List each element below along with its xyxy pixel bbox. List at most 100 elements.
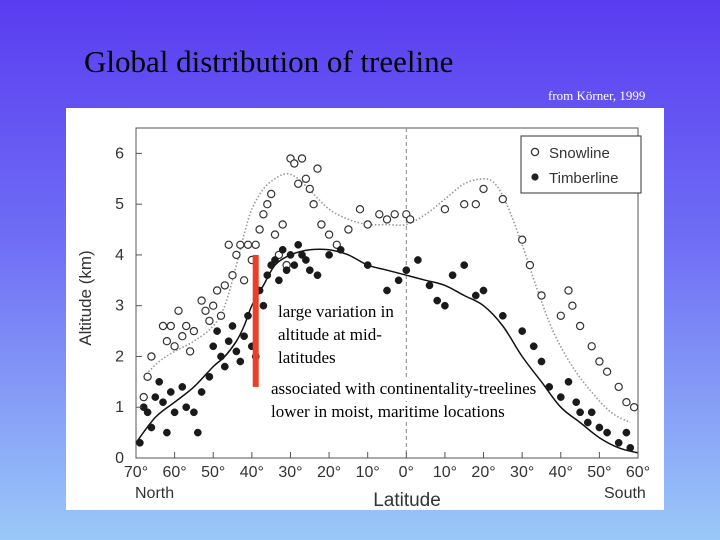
snowline-point <box>243 240 253 249</box>
y-tick-label: 2 <box>115 348 124 365</box>
annotation-continentality: associated with continentality-treelines… <box>271 377 551 423</box>
y-tick-label: 1 <box>115 399 124 416</box>
y-tick-label: 4 <box>115 247 124 264</box>
snowline-point <box>236 240 245 249</box>
snowline-point <box>201 306 210 315</box>
snowline-point <box>587 342 596 351</box>
timberline-point <box>325 251 333 259</box>
annotation-mid-latitudes: large variation in altitude at mid-latit… <box>278 300 428 369</box>
x-tick-label: 70° <box>124 464 148 481</box>
timberline-point <box>460 261 469 269</box>
timberline-point <box>275 276 283 285</box>
highlight-bar <box>252 254 259 387</box>
x-end-label-south: South <box>604 485 646 502</box>
timberline-point <box>545 383 554 391</box>
snowline-point <box>166 321 176 331</box>
source-note: from Körner, 1999 <box>548 88 646 103</box>
timberline-point <box>402 266 411 275</box>
snowline-point <box>255 225 264 234</box>
snowline-point <box>614 382 623 392</box>
timberline-point <box>193 428 202 437</box>
snowline-point <box>305 184 314 194</box>
timberline-point <box>236 357 245 366</box>
timberline-point <box>433 296 442 305</box>
timberline-point <box>564 377 573 386</box>
x-tick-label: 50° <box>201 464 225 481</box>
snowline-point <box>406 215 415 224</box>
timberline-point <box>294 240 303 249</box>
timberline-point <box>220 362 229 371</box>
timberline-point <box>448 271 457 280</box>
x-tick-label: 10° <box>433 464 457 481</box>
snowline-point <box>270 230 280 239</box>
snowline-point <box>197 296 206 305</box>
snowline-point <box>297 154 307 163</box>
timberline-point <box>518 327 527 335</box>
timberline-point <box>282 266 291 275</box>
x-tick-label: 50° <box>587 464 611 481</box>
timberline-point <box>336 245 345 254</box>
timberline-point <box>228 322 237 330</box>
timberline-point <box>170 408 179 417</box>
snowline-curve <box>143 172 631 424</box>
snowline-point <box>208 301 218 310</box>
snowline-point <box>212 286 222 295</box>
timberline-point <box>163 428 171 437</box>
snowline-point <box>174 306 183 315</box>
timberline-point <box>178 383 187 391</box>
timberline-point <box>595 423 604 432</box>
snowline-point <box>440 204 450 214</box>
snowline-point <box>344 225 353 234</box>
legend-timberline-marker <box>531 173 539 181</box>
timberline-point <box>572 398 581 407</box>
timberline-point <box>197 388 206 396</box>
snowline-point <box>518 235 527 244</box>
snowline-point <box>224 240 233 249</box>
snowline-point <box>301 174 311 184</box>
legend-timberline-label: Timberline <box>549 170 618 187</box>
timberline-point <box>425 281 434 290</box>
x-tick-label: 20° <box>317 464 341 481</box>
axis-ticks: 0 1 2 3 4 5 6 70° 60° 50° 40° 30° 20° 10° 0° 10° 20° 30° 4… <box>115 145 650 481</box>
timberline-point <box>383 286 391 295</box>
timberline-point <box>286 251 295 259</box>
snowline-point <box>228 270 237 280</box>
snowline-point <box>162 336 172 346</box>
snowline-point <box>251 240 260 249</box>
timberline-point <box>259 301 268 310</box>
timberline-point <box>159 398 167 407</box>
snowline-point <box>575 321 585 331</box>
timberline-point <box>136 438 144 447</box>
chart-panel: 0 1 2 3 4 5 6 70° 60° 50° 40° 30° 20° 10° 0° 10° 20° 30° 4… <box>66 108 664 510</box>
timberline-point <box>414 256 422 264</box>
timberline-point <box>271 256 279 264</box>
timberline-point <box>587 408 596 417</box>
x-tick-label: 0° <box>399 464 414 481</box>
timberline-point <box>209 342 218 351</box>
snowline-point <box>293 179 303 189</box>
timberline-point <box>244 311 252 320</box>
timberline-point <box>155 377 164 386</box>
snowline-point <box>355 204 365 214</box>
snowline-point <box>189 326 199 336</box>
timberline-point <box>205 372 214 381</box>
timberline-point <box>224 337 233 346</box>
snowline-point <box>266 189 276 199</box>
x-tick-label: 20° <box>471 464 495 481</box>
snowline-point <box>471 199 480 209</box>
snowline-point <box>185 347 195 356</box>
snowline-point <box>479 184 488 194</box>
timberline-point <box>441 301 449 310</box>
timberline-point <box>471 291 480 300</box>
timberline-point <box>267 261 276 269</box>
timberline-point <box>298 251 306 259</box>
timberline-point <box>614 438 623 447</box>
timberline-point <box>151 393 160 401</box>
timberline-point <box>213 327 221 335</box>
snowline-point <box>259 210 268 219</box>
snowline-point <box>525 260 535 270</box>
timberline-point <box>232 347 241 356</box>
snowline-point <box>556 311 565 320</box>
snowline-point <box>158 321 168 331</box>
snowline-point <box>498 194 507 204</box>
